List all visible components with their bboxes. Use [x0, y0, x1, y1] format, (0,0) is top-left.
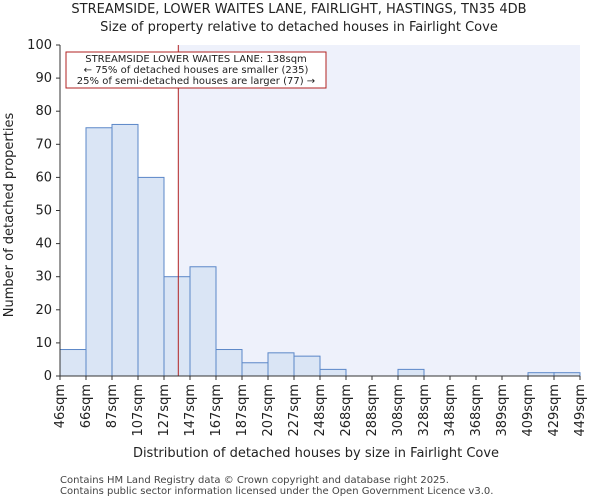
- bar-207sqm: [267, 352, 295, 377]
- bar-187sqm: [241, 362, 269, 377]
- annotation-line1: STREAMSIDE LOWER WAITES LANE: 138sqm: [85, 54, 307, 65]
- x-tick-label-268sqm: 268sqm: [339, 384, 354, 437]
- bar-227sqm: [293, 355, 321, 377]
- y-tick-label-80: 80: [35, 104, 52, 119]
- y-tick-label-40: 40: [35, 237, 52, 252]
- x-tick-label-389sqm: 389sqm: [495, 384, 510, 437]
- annotation-line2: ← 75% of detached houses are smaller (23…: [84, 65, 309, 76]
- bar-107sqm: [137, 176, 165, 377]
- x-tick-label-308sqm: 308sqm: [391, 384, 406, 437]
- y-tick-label-60: 60: [35, 170, 52, 185]
- x-tick-label-328sqm: 328sqm: [417, 384, 432, 437]
- y-tick-label-10: 10: [35, 336, 52, 351]
- y-tick-label-100: 100: [27, 38, 52, 53]
- y-tick-label-70: 70: [35, 137, 52, 152]
- footer-line1: Contains HM Land Registry data © Crown c…: [60, 475, 449, 486]
- annotation-line3: 25% of semi-detached houses are larger (…: [77, 76, 315, 87]
- larger-region-shade: [178, 45, 581, 376]
- x-tick-label-127sqm: 127sqm: [157, 384, 172, 437]
- bar-308sqm: [397, 368, 425, 377]
- y-tick-label-30: 30: [35, 270, 52, 285]
- chart-title-line2: Size of property relative to detached ho…: [100, 20, 498, 35]
- bar-66sqm: [85, 127, 113, 377]
- bar-87sqm: [111, 123, 139, 377]
- x-tick-label-348sqm: 348sqm: [443, 384, 458, 437]
- bar-127sqm: [163, 276, 191, 377]
- x-tick-label-167sqm: 167sqm: [209, 384, 224, 437]
- x-tick-label-107sqm: 107sqm: [131, 384, 146, 437]
- y-tick-label-20: 20: [35, 303, 52, 318]
- bar-46sqm: [59, 349, 87, 377]
- x-tick-label-87sqm: 87sqm: [105, 384, 120, 428]
- x-tick-label-147sqm: 147sqm: [183, 384, 198, 437]
- bar-248sqm: [319, 368, 347, 377]
- x-tick-label-449sqm: 449sqm: [573, 384, 588, 437]
- y-tick-label-50: 50: [35, 204, 52, 219]
- x-tick-label-227sqm: 227sqm: [287, 384, 302, 437]
- annotation-box: STREAMSIDE LOWER WAITES LANE: 138sqm ← 7…: [65, 51, 327, 89]
- chart-title-line1: STREAMSIDE, LOWER WAITES LANE, FAIRLIGHT…: [71, 2, 526, 17]
- y-tick-label-0: 0: [44, 369, 52, 384]
- x-tick-label-207sqm: 207sqm: [261, 384, 276, 437]
- x-axis-label: Distribution of detached houses by size …: [133, 446, 499, 461]
- x-tick-label-187sqm: 187sqm: [235, 384, 250, 437]
- y-axis-label: Number of detached properties: [2, 113, 17, 318]
- bar-167sqm: [215, 349, 243, 377]
- footer-line2: Contains public sector information licen…: [60, 486, 493, 497]
- y-tick-label-90: 90: [35, 71, 52, 86]
- x-tick-label-46sqm: 46sqm: [53, 384, 68, 428]
- x-tick-label-66sqm: 66sqm: [79, 384, 94, 428]
- bar-147sqm: [189, 266, 217, 377]
- x-tick-label-288sqm: 288sqm: [365, 384, 380, 437]
- x-tick-label-368sqm: 368sqm: [469, 384, 484, 437]
- x-tick-label-409sqm: 409sqm: [521, 384, 536, 437]
- plot-area: 0 10 20 30 40 50 60 70 80 90 100 46sqm 66sqm 87sqm 107…: [27, 38, 588, 437]
- x-tick-label-248sqm: 248sqm: [313, 384, 328, 437]
- x-tick-label-429sqm: 429sqm: [547, 384, 562, 437]
- annotation-frame: [65, 51, 327, 89]
